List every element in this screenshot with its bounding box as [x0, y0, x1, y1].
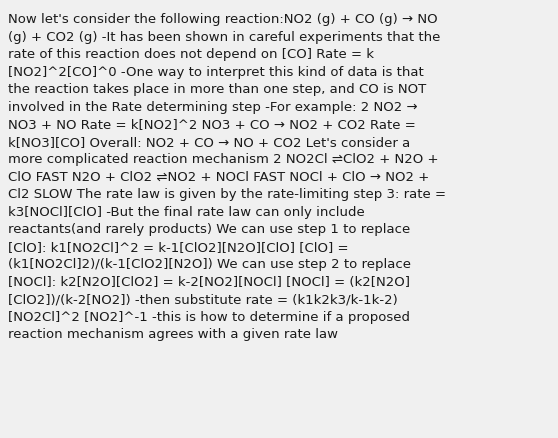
Text: Now let's consider the following reaction:NO2 (g) + CO (g) → NO
(g) + CO2 (g) -I: Now let's consider the following reactio…	[8, 13, 446, 340]
